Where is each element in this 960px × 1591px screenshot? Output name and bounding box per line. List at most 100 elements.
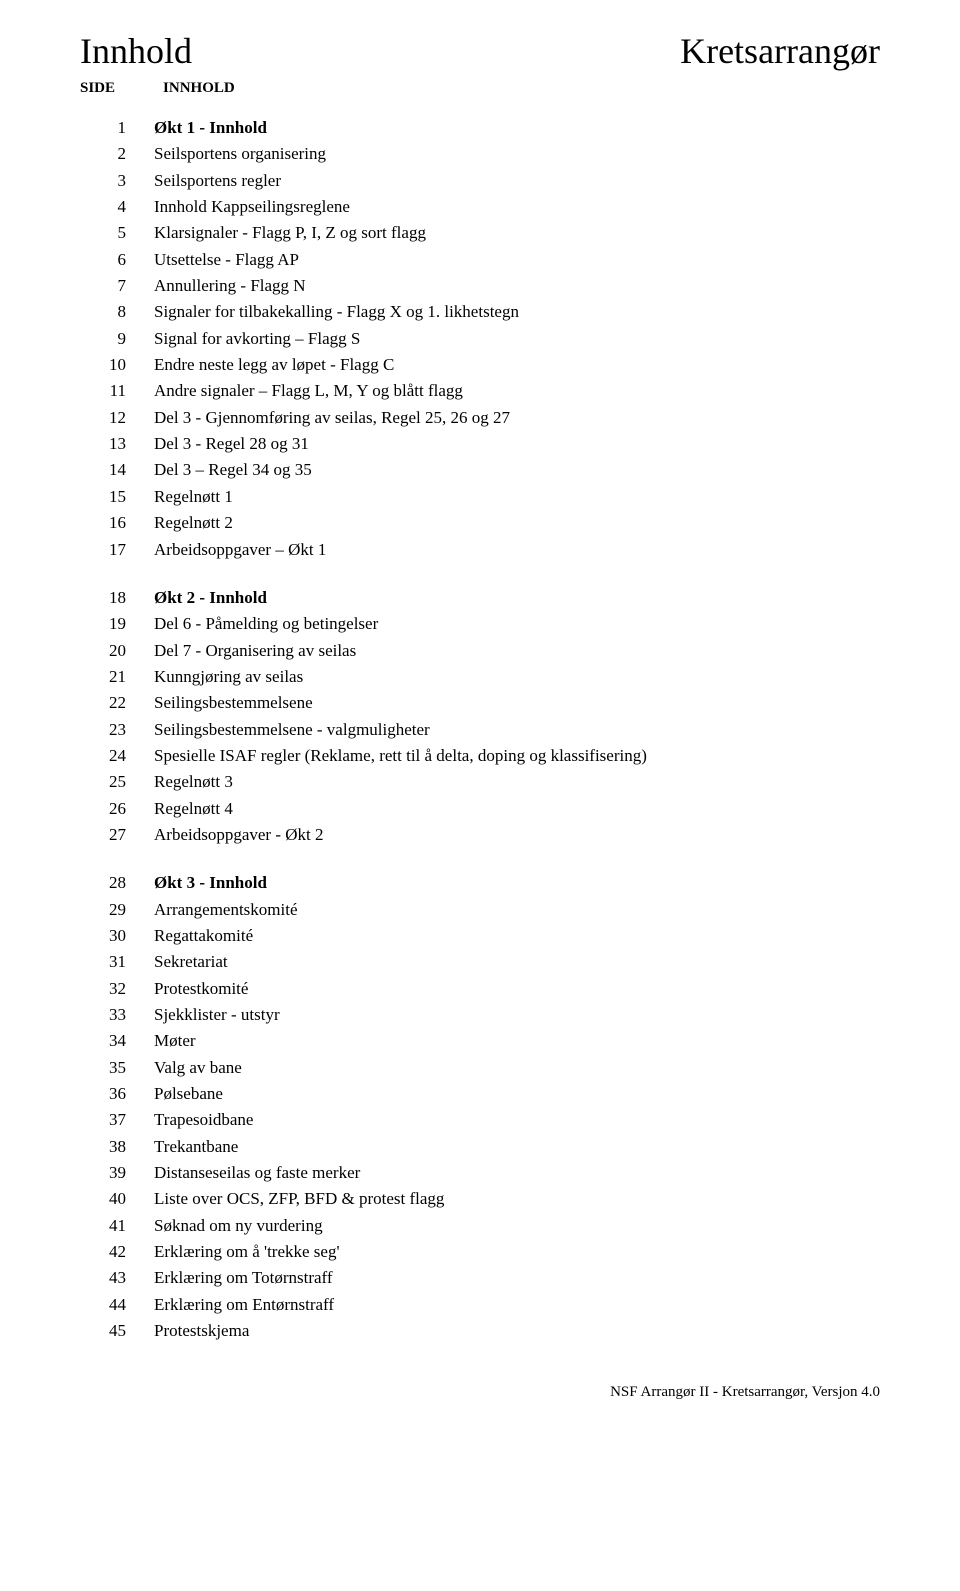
toc-entry-text: Protestskjema: [154, 1318, 880, 1344]
header-row: Innhold Kretsarrangør: [80, 30, 880, 72]
toc-entry-text: Del 7 - Organisering av seilas: [154, 638, 880, 664]
toc-page-number: 2: [80, 141, 154, 167]
toc-entry-text: Regelnøtt 3: [154, 769, 880, 795]
toc-page-number: 41: [80, 1213, 154, 1239]
toc-entry-text: Signal for avkorting – Flagg S: [154, 326, 880, 352]
col-header-innhold: INNHOLD: [163, 80, 235, 97]
toc-row: 18Økt 2 - Innhold: [80, 585, 880, 611]
toc-section: 1Økt 1 - Innhold2Seilsportens organiseri…: [80, 115, 880, 563]
toc-page-number: 25: [80, 769, 154, 795]
toc-entry-text: Protestkomité: [154, 976, 880, 1002]
toc-page-number: 44: [80, 1292, 154, 1318]
toc-entry-text: Valg av bane: [154, 1055, 880, 1081]
toc-row: 8Signaler for tilbakekalling - Flagg X o…: [80, 299, 880, 325]
toc-page-number: 12: [80, 405, 154, 431]
toc-page-number: 35: [80, 1055, 154, 1081]
toc-row: 29Arrangementskomité: [80, 897, 880, 923]
toc-row: 44Erklæring om Entørnstraff: [80, 1292, 880, 1318]
toc-row: 38Trekantbane: [80, 1134, 880, 1160]
toc-entry-text: Seilsportens organisering: [154, 141, 880, 167]
title-right: Kretsarrangør: [680, 30, 880, 72]
toc-entry-text: Erklæring om å 'trekke seg': [154, 1239, 880, 1265]
toc-entry-text: Trekantbane: [154, 1134, 880, 1160]
toc-row: 19Del 6 - Påmelding og betingelser: [80, 611, 880, 637]
toc-row: 16Regelnøtt 2: [80, 510, 880, 536]
toc-page-number: 40: [80, 1186, 154, 1212]
toc-page-number: 6: [80, 247, 154, 273]
col-header-side: SIDE: [80, 80, 115, 97]
toc-page-number: 13: [80, 431, 154, 457]
toc-entry-text: Sjekklister - utstyr: [154, 1002, 880, 1028]
toc-page-number: 39: [80, 1160, 154, 1186]
toc-row: 21Kunngjøring av seilas: [80, 664, 880, 690]
toc-row: 43Erklæring om Totørnstraff: [80, 1265, 880, 1291]
toc-entry-text: Signaler for tilbakekalling - Flagg X og…: [154, 299, 880, 325]
toc-page-number: 10: [80, 352, 154, 378]
toc-page-number: 8: [80, 299, 154, 325]
toc-page-number: 11: [80, 378, 154, 404]
toc-entry-text: Endre neste legg av løpet - Flagg C: [154, 352, 880, 378]
toc-entry-text: Erklæring om Totørnstraff: [154, 1265, 880, 1291]
toc-row: 1Økt 1 - Innhold: [80, 115, 880, 141]
toc-row: 12Del 3 - Gjennomføring av seilas, Regel…: [80, 405, 880, 431]
toc-entry-text: Spesielle ISAF regler (Reklame, rett til…: [154, 743, 880, 769]
toc-row: 26Regelnøtt 4: [80, 796, 880, 822]
toc-entry-text: Arrangementskomité: [154, 897, 880, 923]
toc-row: 6Utsettelse - Flagg AP: [80, 247, 880, 273]
toc-entry-text: Liste over OCS, ZFP, BFD & protest flagg: [154, 1186, 880, 1212]
toc-row: 33Sjekklister - utstyr: [80, 1002, 880, 1028]
toc-row: 31Sekretariat: [80, 949, 880, 975]
toc-page-number: 19: [80, 611, 154, 637]
toc-row: 36Pølsebane: [80, 1081, 880, 1107]
toc-page-number: 42: [80, 1239, 154, 1265]
title-left: Innhold: [80, 30, 192, 72]
toc-entry-text: Trapesoidbane: [154, 1107, 880, 1133]
toc-row: 3Seilsportens regler: [80, 168, 880, 194]
toc-row: 28Økt 3 - Innhold: [80, 870, 880, 896]
toc-entry-text: Klarsignaler - Flagg P, I, Z og sort fla…: [154, 220, 880, 246]
toc-entry-text: Sekretariat: [154, 949, 880, 975]
toc-row: 24Spesielle ISAF regler (Reklame, rett t…: [80, 743, 880, 769]
toc-entry-text: Seilingsbestemmelsene - valgmuligheter: [154, 717, 880, 743]
toc-page-number: 26: [80, 796, 154, 822]
toc-row: 41Søknad om ny vurdering: [80, 1213, 880, 1239]
toc-page-number: 38: [80, 1134, 154, 1160]
toc-page-number: 5: [80, 220, 154, 246]
toc-entry-text: Del 3 - Regel 28 og 31: [154, 431, 880, 457]
toc-entry-text: Arbeidsoppgaver - Økt 2: [154, 822, 880, 848]
toc-page-number: 32: [80, 976, 154, 1002]
toc-page-number: 14: [80, 457, 154, 483]
toc-row: 11Andre signaler – Flagg L, M, Y og blåt…: [80, 378, 880, 404]
toc-row: 34Møter: [80, 1028, 880, 1054]
toc-page-number: 18: [80, 585, 154, 611]
toc-page-number: 20: [80, 638, 154, 664]
toc-page-number: 43: [80, 1265, 154, 1291]
toc-row: 7Annullering - Flagg N: [80, 273, 880, 299]
toc-row: 23Seilingsbestemmelsene - valgmuligheter: [80, 717, 880, 743]
toc-page-number: 23: [80, 717, 154, 743]
footer-text: NSF Arrangør II - Kretsarrangør, Versjon…: [80, 1384, 880, 1401]
toc-entry-text: Økt 3 - Innhold: [154, 870, 880, 896]
toc-row: 42Erklæring om å 'trekke seg': [80, 1239, 880, 1265]
toc-row: 25Regelnøtt 3: [80, 769, 880, 795]
toc-page-number: 33: [80, 1002, 154, 1028]
toc-row: 17Arbeidsoppgaver – Økt 1: [80, 537, 880, 563]
toc-row: 4Innhold Kappseilingsreglene: [80, 194, 880, 220]
toc-page-number: 4: [80, 194, 154, 220]
toc-row: 45Protestskjema: [80, 1318, 880, 1344]
toc-row: 13Del 3 - Regel 28 og 31: [80, 431, 880, 457]
toc-page-number: 37: [80, 1107, 154, 1133]
toc-entry-text: Økt 2 - Innhold: [154, 585, 880, 611]
toc-row: 37Trapesoidbane: [80, 1107, 880, 1133]
toc-entry-text: Søknad om ny vurdering: [154, 1213, 880, 1239]
toc-entry-text: Regelnøtt 4: [154, 796, 880, 822]
toc-page-number: 24: [80, 743, 154, 769]
toc-container: 1Økt 1 - Innhold2Seilsportens organiseri…: [80, 115, 880, 1344]
toc-row: 5Klarsignaler - Flagg P, I, Z og sort fl…: [80, 220, 880, 246]
toc-entry-text: Regelnøtt 2: [154, 510, 880, 536]
toc-page-number: 16: [80, 510, 154, 536]
toc-entry-text: Seilsportens regler: [154, 168, 880, 194]
toc-entry-text: Del 3 – Regel 34 og 35: [154, 457, 880, 483]
toc-section: 28Økt 3 - Innhold29Arrangementskomité30R…: [80, 870, 880, 1344]
toc-page-number: 34: [80, 1028, 154, 1054]
